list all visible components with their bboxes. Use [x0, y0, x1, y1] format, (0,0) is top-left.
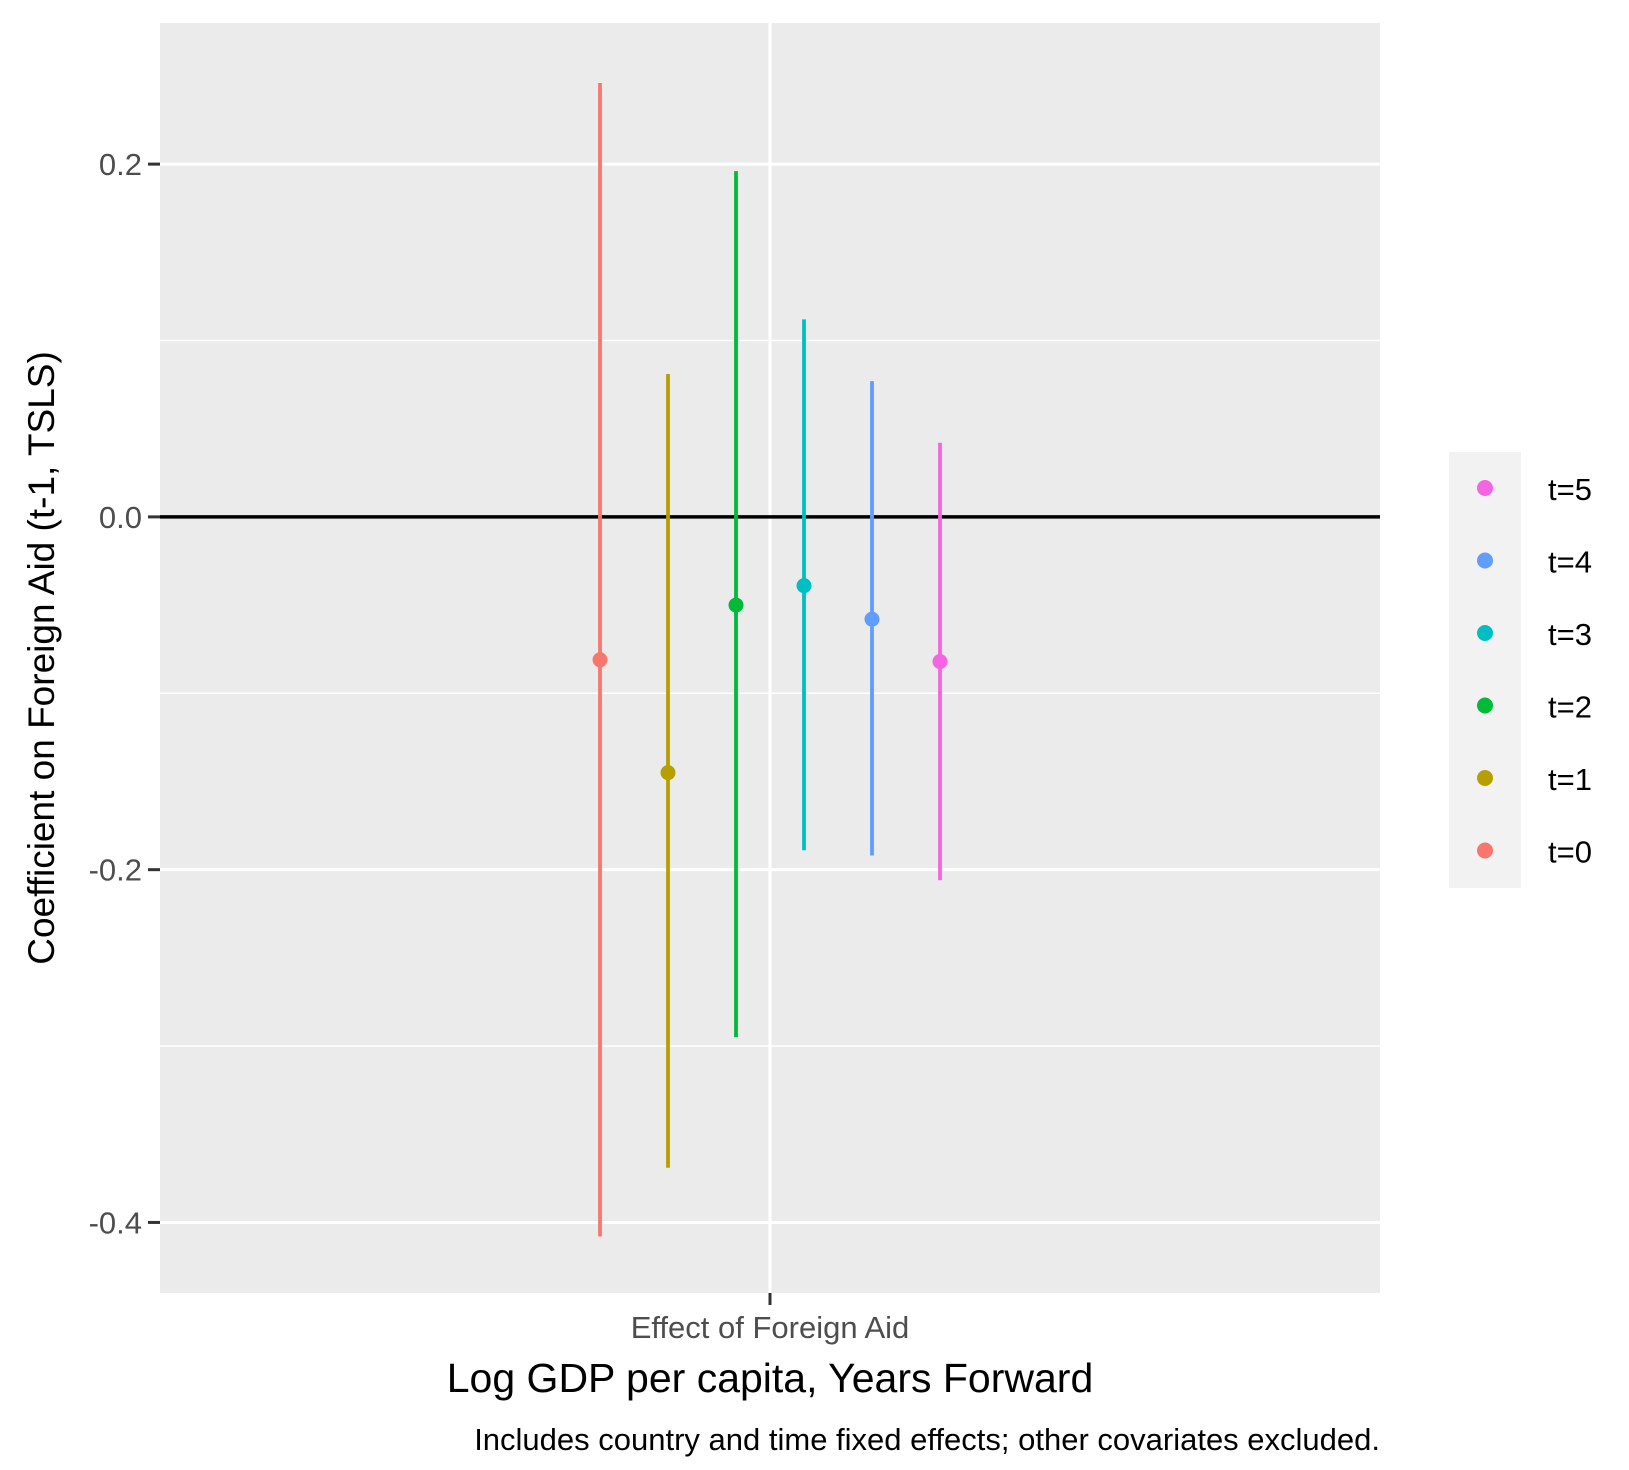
point-ranges: [592, 82, 948, 1237]
legend-key: [1477, 552, 1493, 569]
point-estimate: [592, 652, 608, 668]
point-range-t0: [592, 82, 608, 1237]
point-estimate: [728, 597, 744, 613]
point-range-t1: [660, 374, 676, 1168]
legend-label: t=4: [1548, 545, 1592, 580]
legend-key: [1477, 697, 1493, 714]
legend-item: t=4: [1477, 545, 1592, 580]
legend-item: t=3: [1477, 617, 1592, 652]
legend-label: t=5: [1548, 472, 1592, 507]
legend-label: t=2: [1548, 690, 1592, 725]
y-axis: -0.4 -0.2 0.0 0.2: [89, 147, 160, 1240]
y-axis-title: Coefficient on Foreign Aid (t-1, TSLS): [21, 351, 62, 965]
legend-key: [1477, 770, 1493, 786]
x-axis: Effect of Foreign Aid: [631, 1293, 910, 1345]
legend-key: [1477, 842, 1493, 859]
legend-label: t=0: [1548, 835, 1592, 870]
point-range-t4: [864, 381, 880, 856]
x-tick-label: Effect of Foreign Aid: [631, 1310, 910, 1345]
y-tick-label: -0.4: [89, 1205, 142, 1240]
legend: t=5 t=4 t=3 t=2 t=1 t=0: [1477, 472, 1592, 870]
legend-label: t=3: [1548, 617, 1592, 652]
point-estimate: [932, 654, 948, 670]
point-estimate: [660, 765, 676, 781]
y-tick-label: 0.2: [99, 147, 142, 182]
point-range-t5: [932, 442, 948, 881]
legend-key: [1477, 480, 1493, 496]
legend-label: t=1: [1548, 762, 1592, 797]
legend-key-background: [1449, 452, 1521, 888]
legend-item: t=5: [1477, 472, 1592, 507]
legend-key: [1477, 625, 1493, 641]
point-range-t3: [796, 319, 812, 851]
legend-item: t=1: [1477, 762, 1592, 797]
legend-item: t=2: [1477, 690, 1592, 725]
point-range-t2: [728, 171, 744, 1038]
y-tick-label: -0.2: [89, 853, 142, 888]
point-estimate: [864, 611, 880, 627]
legend-item: t=0: [1477, 835, 1592, 870]
x-axis-title: Log GDP per capita, Years Forward: [447, 1355, 1094, 1401]
point-estimate: [796, 578, 812, 594]
caption: Includes country and time fixed effects;…: [474, 1422, 1380, 1457]
y-tick-label: 0.0: [99, 500, 142, 535]
